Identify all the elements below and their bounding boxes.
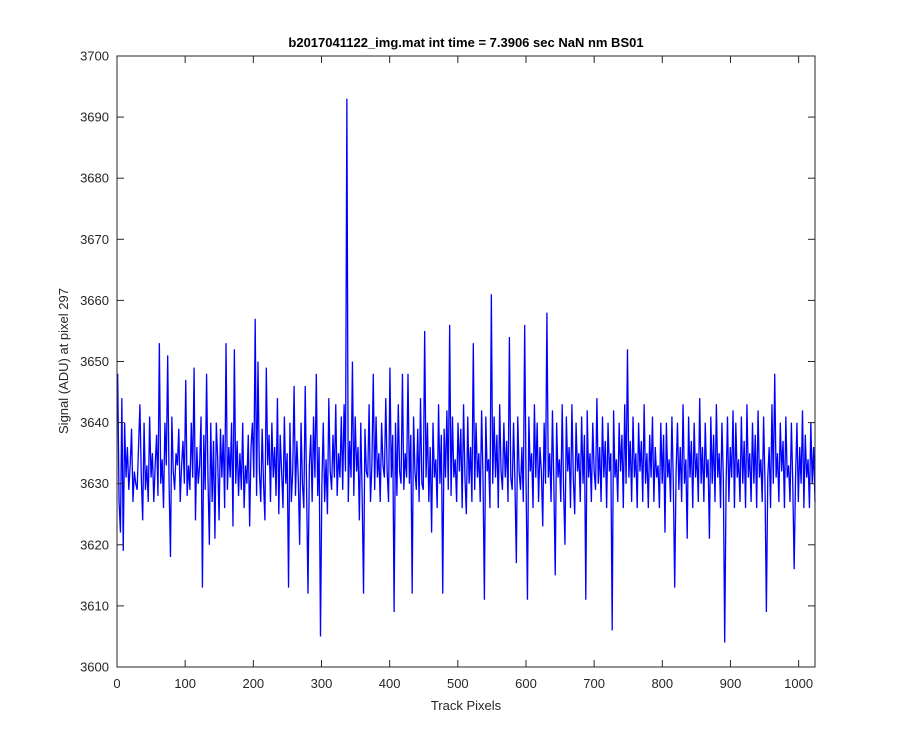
x-tick-label: 600 [515, 676, 537, 691]
x-tick-label: 300 [311, 676, 333, 691]
y-tick-label: 3640 [80, 415, 109, 430]
x-tick-label: 200 [242, 676, 264, 691]
y-tick-label: 3620 [80, 537, 109, 552]
x-tick-label: 700 [583, 676, 605, 691]
x-tick-label: 400 [379, 676, 401, 691]
x-tick-label: 0 [113, 676, 120, 691]
y-tick-label: 3670 [80, 232, 109, 247]
y-tick-label: 3650 [80, 354, 109, 369]
ticks-group: 0 100 200 300 400 500 600 700 800 900 1000 3600 3610… [80, 49, 815, 691]
y-tick-label: 3610 [80, 598, 109, 613]
x-axis-label: Track Pixels [431, 698, 502, 713]
series-line-0 [117, 98, 816, 643]
x-tick-label: 100 [174, 676, 196, 691]
y-tick-label: 3700 [80, 49, 109, 64]
series-group [117, 98, 816, 643]
y-tick-label: 3660 [80, 293, 109, 308]
axes-box [116, 55, 816, 668]
x-tick-label: 1000 [784, 676, 813, 691]
y-tick-label: 3600 [80, 660, 109, 675]
x-tick-label: 900 [720, 676, 742, 691]
plot-area [117, 56, 815, 667]
y-tick-label: 3680 [80, 171, 109, 186]
chart-title: b2017041122_img.mat int time = 7.3906 se… [288, 35, 643, 50]
x-tick-label: 800 [651, 676, 673, 691]
x-tick-label: 500 [447, 676, 469, 691]
y-tick-label: 3630 [80, 476, 109, 491]
y-tick-label: 3690 [80, 110, 109, 125]
y-axis-label: Signal (ADU) at pixel 297 [56, 288, 71, 434]
